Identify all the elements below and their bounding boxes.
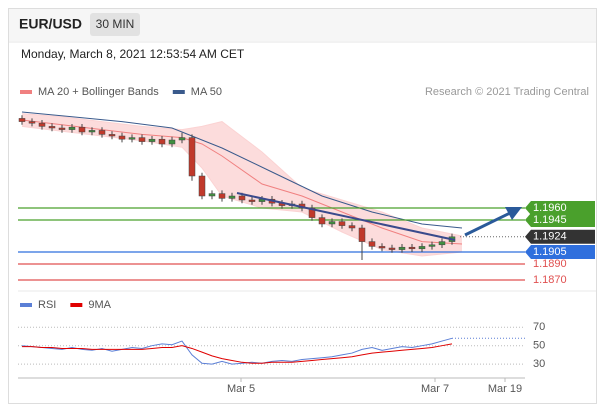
candle-body xyxy=(168,139,176,145)
candle-body xyxy=(178,137,186,141)
legend-swatch xyxy=(20,303,32,307)
price-label: 1.1890 xyxy=(533,258,567,270)
trend-line xyxy=(236,192,456,241)
candle-body xyxy=(308,207,316,218)
forecast-arrow xyxy=(464,211,511,237)
candle-body xyxy=(48,126,56,129)
x-tick-label: Mar 5 xyxy=(227,383,255,395)
band-edge xyxy=(21,113,463,237)
source: Research © 2021 Trading Central xyxy=(425,86,589,98)
candle-body xyxy=(158,138,166,145)
legend-swatch xyxy=(20,90,32,94)
candle-body xyxy=(188,137,196,177)
price-label: 1.1924 xyxy=(533,231,567,243)
legend-label: 9MA xyxy=(88,299,111,311)
legend-label: RSI xyxy=(38,299,56,311)
candle-body xyxy=(118,135,126,140)
candle-body xyxy=(218,193,226,199)
candle-body xyxy=(78,126,86,133)
x-tick-label: Mar 7 xyxy=(421,383,449,395)
candle-body xyxy=(208,193,216,197)
y-tick-label: 70 xyxy=(533,321,545,333)
price-label: 1.1870 xyxy=(533,274,567,286)
price-label: 1.1945 xyxy=(533,214,567,226)
series-line xyxy=(22,343,453,364)
candle-body xyxy=(68,126,76,130)
price-box xyxy=(525,213,595,227)
legend-label: MA 50 xyxy=(191,86,222,98)
candle-body xyxy=(88,130,96,133)
timeframe: 30 MIN xyxy=(96,17,135,31)
candle-body xyxy=(28,121,36,124)
ma-line xyxy=(21,111,463,229)
candle-body xyxy=(248,199,256,202)
candle-body xyxy=(198,175,206,197)
candle-body xyxy=(38,122,46,127)
timeframe-pill xyxy=(90,13,140,36)
candle-body xyxy=(128,137,136,140)
legend-label: MA 20 + Bollinger Bands xyxy=(38,86,159,98)
legend-swatch xyxy=(172,90,185,94)
x-tick-label: Mar 19 xyxy=(488,383,522,395)
candle-body xyxy=(418,246,426,250)
candle-body xyxy=(428,244,436,247)
candle-body xyxy=(228,195,236,199)
y-tick-label: 30 xyxy=(533,358,545,370)
price-label: 1.1905 xyxy=(533,246,567,258)
price-box xyxy=(525,201,595,215)
candle-body xyxy=(148,138,156,142)
datetime: Monday, March 8, 2021 12:53:54 AM CET xyxy=(21,47,245,61)
candle-body xyxy=(398,246,406,250)
legend-swatch xyxy=(70,303,83,307)
candle-body xyxy=(388,247,396,250)
candle-body xyxy=(328,221,336,225)
candle-body xyxy=(238,195,246,201)
series-line xyxy=(21,337,453,365)
symbol: EUR/USD xyxy=(19,16,82,32)
candle-body xyxy=(98,130,106,135)
candle-body xyxy=(438,241,446,246)
price-label: 1.1960 xyxy=(533,202,567,214)
candle-body xyxy=(378,246,386,249)
candle-body xyxy=(358,227,366,242)
price-box xyxy=(525,229,595,244)
y-tick-label: 50 xyxy=(533,340,545,352)
arrow-head xyxy=(505,207,522,220)
candle-body xyxy=(318,217,326,225)
candle-body xyxy=(58,127,66,130)
candle-body xyxy=(348,225,356,229)
candle-body xyxy=(408,246,416,250)
price-box xyxy=(525,245,595,259)
candle-body xyxy=(18,118,26,122)
candle-body xyxy=(108,134,116,137)
candle-body xyxy=(338,221,346,226)
candle-body xyxy=(138,137,146,142)
candle-body xyxy=(368,241,376,247)
